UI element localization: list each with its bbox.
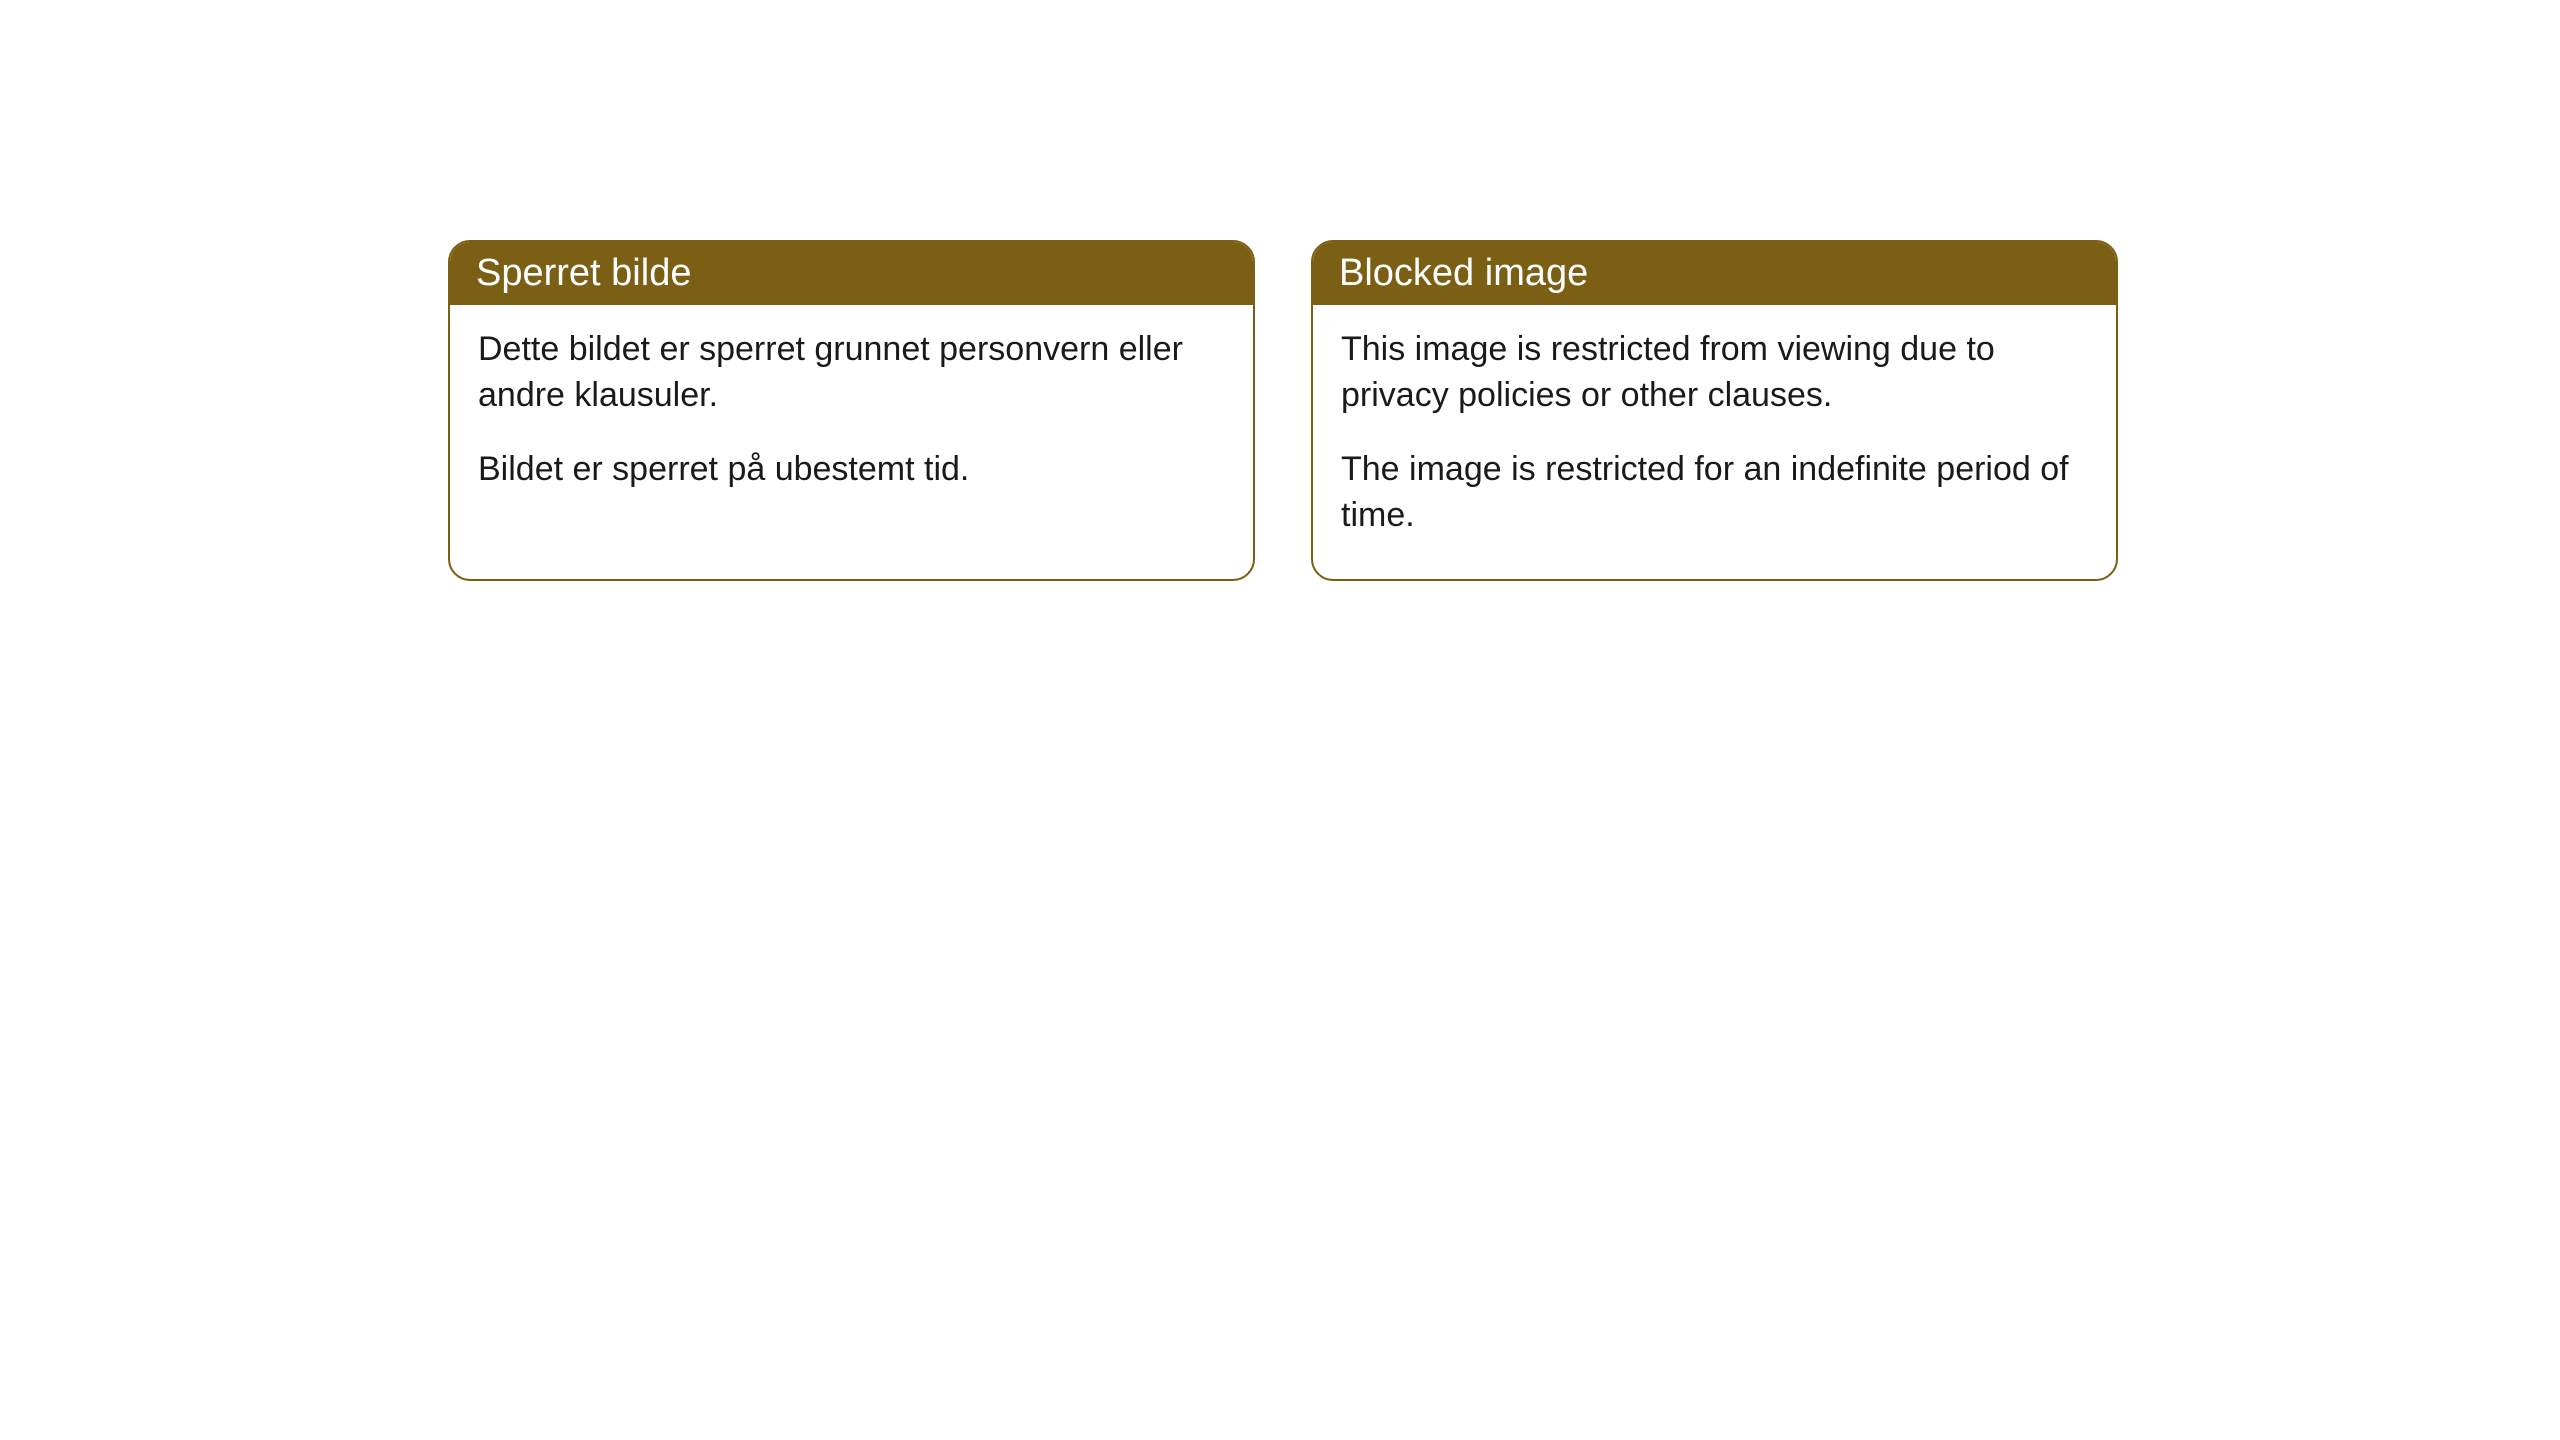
notice-cards-container: Sperret bilde Dette bildet er sperret gr… — [448, 240, 2118, 581]
notice-card-english: Blocked image This image is restricted f… — [1311, 240, 2118, 581]
card-paragraph: Bildet er sperret på ubestemt tid. — [478, 447, 1225, 493]
card-title: Blocked image — [1339, 252, 1588, 294]
card-paragraph: This image is restricted from viewing du… — [1341, 327, 2088, 419]
notice-card-norwegian: Sperret bilde Dette bildet er sperret gr… — [448, 240, 1255, 581]
card-title: Sperret bilde — [476, 252, 691, 294]
card-body: This image is restricted from viewing du… — [1313, 305, 2116, 579]
card-paragraph: The image is restricted for an indefinit… — [1341, 447, 2088, 539]
card-body: Dette bildet er sperret grunnet personve… — [450, 305, 1253, 533]
card-header: Blocked image — [1313, 242, 2116, 305]
card-paragraph: Dette bildet er sperret grunnet personve… — [478, 327, 1225, 419]
card-header: Sperret bilde — [450, 242, 1253, 305]
